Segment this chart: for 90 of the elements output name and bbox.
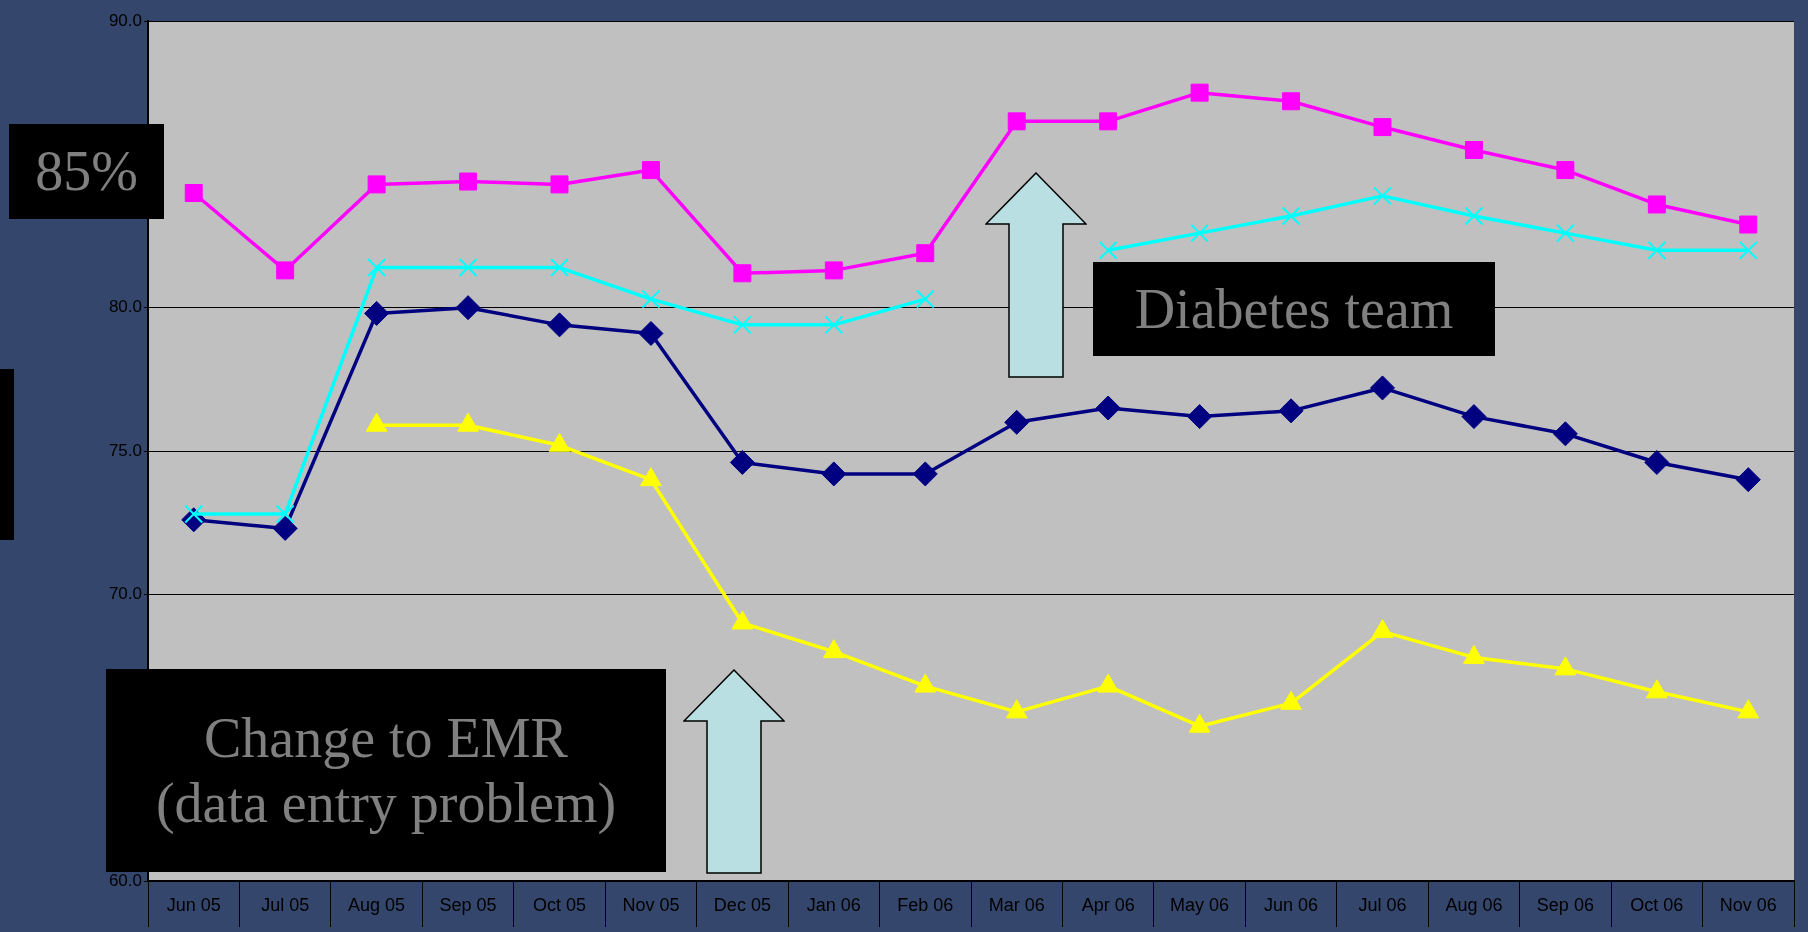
point xyxy=(1645,679,1668,699)
point xyxy=(1464,206,1484,226)
point xyxy=(1187,404,1213,430)
point xyxy=(458,258,478,278)
point xyxy=(733,264,752,283)
x-tick-label: Nov 05 xyxy=(622,894,680,915)
point xyxy=(1461,404,1487,430)
point xyxy=(916,244,935,263)
point xyxy=(822,639,845,659)
point xyxy=(1371,619,1394,639)
point xyxy=(1738,240,1758,260)
x-tick-label: Aug 05 xyxy=(348,894,406,915)
point xyxy=(1735,467,1761,493)
point xyxy=(1464,141,1483,159)
point xyxy=(915,289,935,309)
x-tick-label: Oct 05 xyxy=(532,894,587,915)
point xyxy=(638,320,664,346)
point xyxy=(1739,215,1758,234)
point xyxy=(367,175,386,194)
point xyxy=(550,175,569,194)
x-tick-label: Jul 06 xyxy=(1358,894,1407,915)
point xyxy=(640,467,662,487)
point xyxy=(184,184,203,202)
point xyxy=(1281,206,1301,226)
point xyxy=(1190,83,1209,102)
text: 85% xyxy=(9,124,164,219)
point xyxy=(1647,195,1666,214)
point xyxy=(729,449,755,475)
point xyxy=(276,261,295,280)
point xyxy=(731,610,754,630)
point xyxy=(275,504,295,524)
point xyxy=(824,315,844,335)
x-tick-label: Mar 06 xyxy=(988,894,1045,915)
x-tick-label: Dec 05 xyxy=(713,894,771,915)
point xyxy=(1278,398,1304,424)
point xyxy=(1373,118,1392,137)
y-tick-label: 60.0 xyxy=(108,870,142,890)
point xyxy=(1373,186,1392,206)
point xyxy=(914,673,937,693)
y-tick-label: 75.0 xyxy=(108,440,142,460)
point xyxy=(550,258,569,278)
point xyxy=(364,300,390,326)
y-tick-label: 80.0 xyxy=(108,297,142,317)
x-tick-label: Jan 06 xyxy=(806,894,861,915)
point xyxy=(1098,240,1118,260)
point xyxy=(1280,690,1302,710)
point xyxy=(732,315,752,335)
y-tick-label: 70.0 xyxy=(108,584,142,604)
annotation: Diabetes team xyxy=(1093,262,1495,356)
point xyxy=(1555,223,1575,243)
point xyxy=(1647,240,1667,260)
point xyxy=(1188,713,1211,733)
point xyxy=(459,172,478,191)
x-tick-label: Jun 06 xyxy=(1264,894,1319,915)
point xyxy=(1554,656,1577,676)
point xyxy=(1552,421,1578,447)
point xyxy=(1282,92,1301,111)
point xyxy=(1095,395,1121,421)
point xyxy=(272,515,298,541)
x-tick-label: Feb 06 xyxy=(897,894,954,915)
x-tick-label: Jul 05 xyxy=(261,894,310,915)
point xyxy=(1007,112,1026,131)
point xyxy=(1005,699,1028,719)
point xyxy=(1463,644,1485,664)
point xyxy=(1644,449,1670,475)
y-tick-label: 90.0 xyxy=(108,10,142,30)
x-tick-label: Aug 06 xyxy=(1445,894,1503,915)
annotation: Change to EMR (data entry problem) xyxy=(106,669,666,872)
point xyxy=(547,312,572,338)
point xyxy=(912,461,938,487)
point xyxy=(1097,673,1120,693)
point xyxy=(1099,112,1118,131)
x-tick-label: Nov 06 xyxy=(1719,894,1777,915)
point xyxy=(1556,161,1575,180)
point xyxy=(641,289,661,309)
point xyxy=(367,258,387,278)
point xyxy=(641,161,660,180)
point xyxy=(1737,699,1760,719)
x-tick-label: Sep 05 xyxy=(439,894,497,915)
point xyxy=(1190,223,1210,243)
point xyxy=(1370,375,1395,401)
point xyxy=(821,461,847,487)
point xyxy=(455,295,481,321)
x-tick-label: Oct 06 xyxy=(1630,894,1684,915)
point xyxy=(824,261,843,280)
x-tick-label: May 06 xyxy=(1170,894,1230,915)
x-tick-label: Apr 06 xyxy=(1081,894,1135,915)
x-tick-label: Sep 06 xyxy=(1536,894,1594,915)
point xyxy=(1004,409,1030,435)
x-tick-label: Jun 05 xyxy=(166,894,221,915)
